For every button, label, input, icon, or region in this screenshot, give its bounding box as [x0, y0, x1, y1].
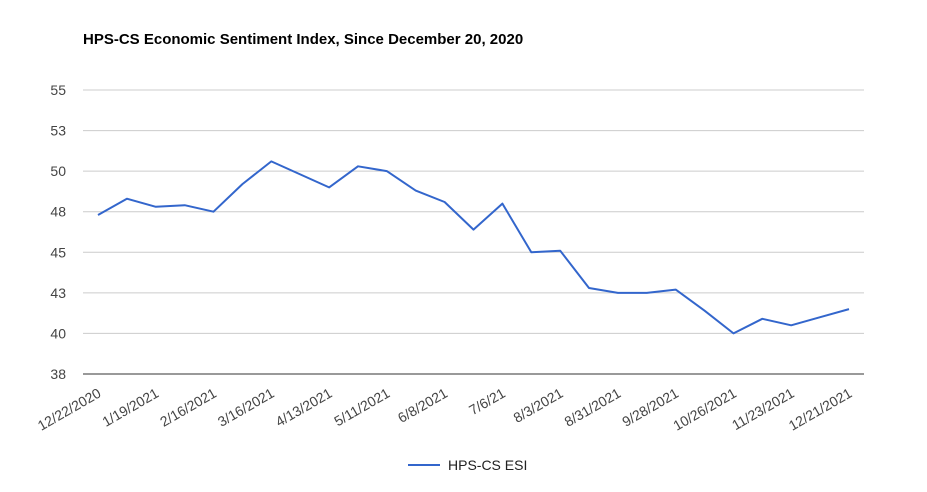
series-line — [97, 160, 850, 335]
x-tick-label: 10/26/2021 — [670, 385, 739, 434]
y-tick-label: 48 — [50, 204, 66, 220]
data-point[interactable] — [471, 227, 477, 233]
x-tick-label: 3/16/2021 — [215, 385, 277, 430]
data-point[interactable] — [355, 163, 361, 169]
data-point[interactable] — [759, 316, 765, 322]
x-tick-label: 12/21/2021 — [786, 385, 855, 434]
x-tick-label: 4/13/2021 — [273, 385, 335, 430]
data-point[interactable] — [182, 202, 188, 208]
data-point[interactable] — [124, 196, 130, 202]
data-point[interactable] — [239, 181, 245, 187]
x-tick-label: 1/19/2021 — [99, 385, 161, 430]
data-point[interactable] — [297, 171, 303, 177]
y-tick-label: 50 — [50, 163, 66, 179]
x-tick-label: 2/16/2021 — [157, 385, 219, 430]
x-axis-ticks: 12/22/20201/19/20212/16/20213/16/20214/1… — [35, 385, 855, 434]
data-point[interactable] — [384, 168, 390, 174]
y-tick-label: 45 — [50, 244, 66, 260]
data-point[interactable] — [95, 212, 101, 218]
data-point[interactable] — [644, 290, 650, 296]
x-tick-label: 6/8/2021 — [395, 385, 450, 426]
y-tick-label: 43 — [50, 285, 66, 301]
plot-area — [95, 158, 852, 336]
y-tick-label: 53 — [50, 123, 66, 139]
data-point[interactable] — [268, 158, 274, 164]
data-point[interactable] — [326, 184, 332, 190]
data-point[interactable] — [846, 306, 852, 312]
x-tick-label: 11/23/2021 — [729, 385, 797, 433]
chart-title: HPS-CS Economic Sentiment Index, Since D… — [83, 31, 524, 48]
data-point[interactable] — [413, 188, 419, 194]
x-tick-label: 8/31/2021 — [561, 385, 623, 430]
data-point[interactable] — [586, 285, 592, 291]
y-tick-label: 40 — [50, 325, 66, 341]
data-point[interactable] — [557, 248, 563, 254]
data-point[interactable] — [528, 249, 534, 255]
data-point[interactable] — [499, 201, 505, 207]
data-point[interactable] — [788, 322, 794, 328]
data-point[interactable] — [153, 204, 159, 210]
y-tick-label: 55 — [50, 82, 66, 98]
legend-label: HPS-CS ESI — [448, 457, 527, 473]
x-tick-label: 8/3/2021 — [510, 385, 565, 426]
data-point[interactable] — [615, 290, 621, 296]
y-axis-ticks: 55 53 50 48 45 43 40 38 — [50, 82, 66, 382]
data-point[interactable] — [442, 199, 448, 205]
y-tick-label: 38 — [50, 366, 66, 382]
legend: HPS-CS ESI — [408, 457, 527, 473]
x-tick-label: 7/6/21 — [466, 385, 508, 418]
data-point[interactable] — [673, 287, 679, 293]
x-tick-label: 5/11/2021 — [331, 385, 392, 430]
data-point[interactable] — [730, 330, 736, 336]
data-point[interactable] — [817, 314, 823, 320]
x-tick-label: 12/22/2020 — [35, 385, 104, 434]
data-point[interactable] — [702, 308, 708, 314]
data-point[interactable] — [211, 209, 217, 215]
